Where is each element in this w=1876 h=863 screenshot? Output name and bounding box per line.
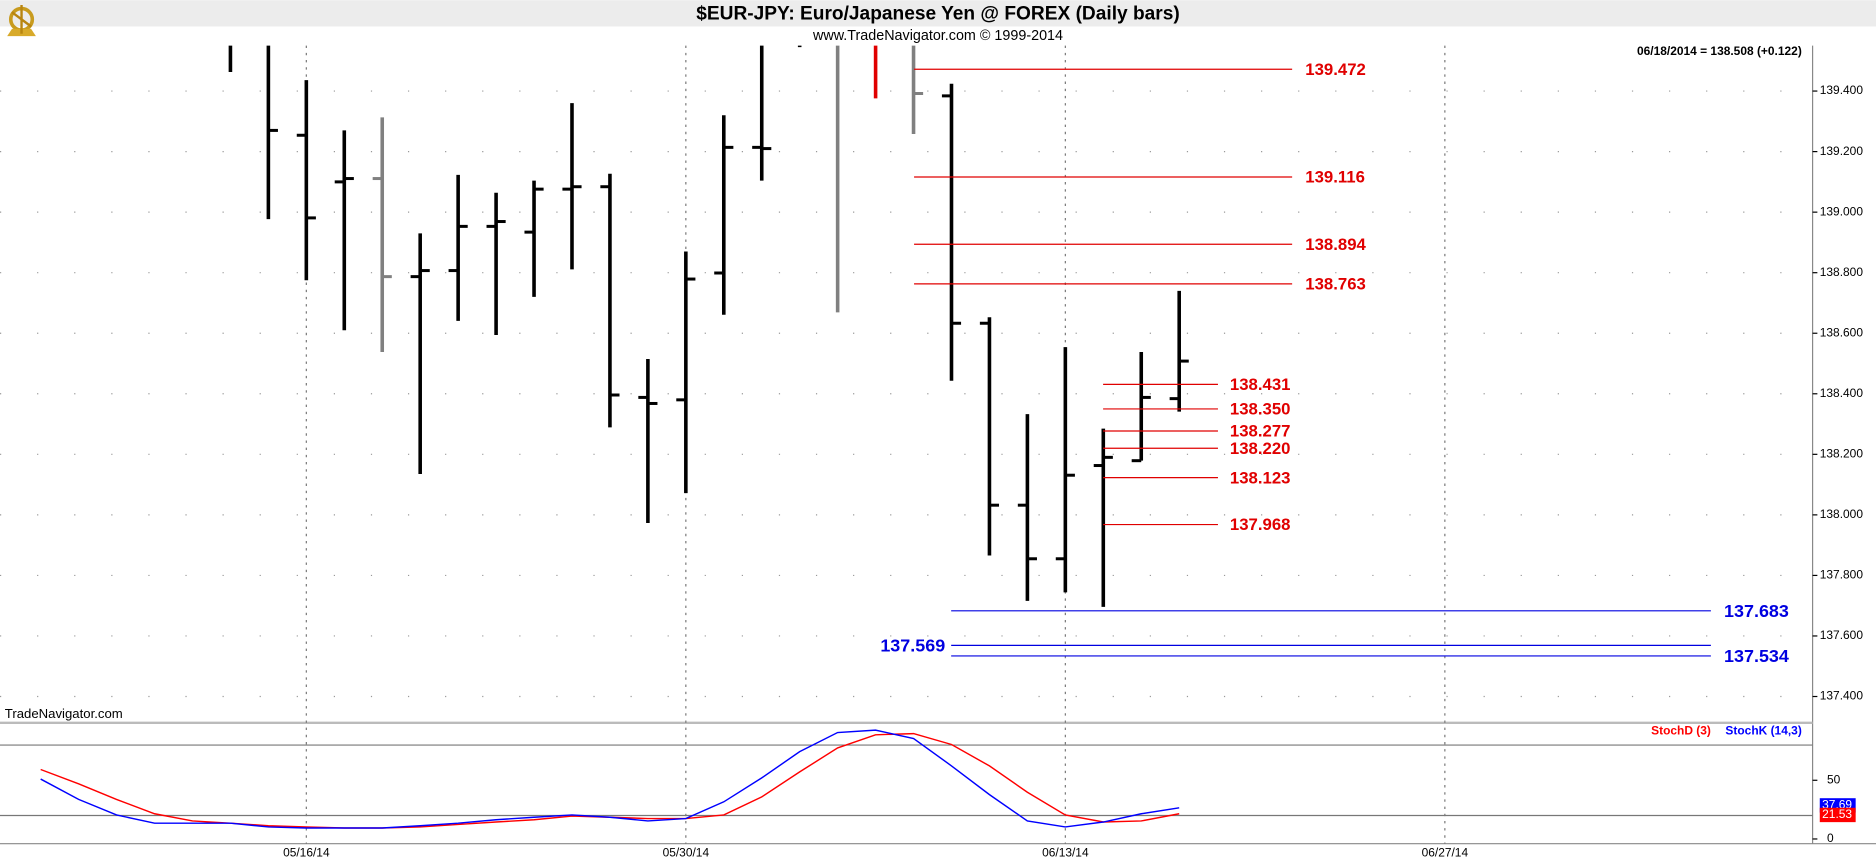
level-label: 138.220 (1230, 439, 1291, 458)
legend-entry: StochD (3) (1651, 723, 1711, 737)
y-tick-label: 138.800 (1820, 265, 1864, 279)
stoch-line (40, 729, 1180, 829)
y-tick-label: 139.400 (1820, 83, 1864, 97)
level-label: 139.472 (1305, 60, 1366, 79)
level-label: 138.350 (1230, 400, 1291, 419)
subtitle: www.TradeNavigator.com © 1999-2014 (812, 28, 1063, 44)
level-label: 138.277 (1230, 422, 1291, 441)
y-tick-label: 137.600 (1820, 628, 1864, 642)
level-label: 138.763 (1305, 275, 1366, 294)
y-tick-label: 138.600 (1820, 325, 1864, 339)
y-tick-label: 50 (1827, 772, 1841, 786)
y-tick-label: 137.800 (1820, 568, 1864, 582)
x-tick-label: 05/16/14 (283, 845, 330, 859)
y-tick-label: 138.200 (1820, 446, 1864, 460)
y-tick-label: 139.200 (1820, 144, 1864, 158)
level-label: 139.116 (1305, 168, 1365, 187)
value-tag-label: 21.53 (1822, 807, 1852, 821)
value-tag (1819, 807, 1856, 823)
level-label: 138.431 (1230, 375, 1291, 394)
y-tick-label: 138.000 (1820, 507, 1864, 521)
level-label: 138.894 (1305, 235, 1366, 254)
level-label: 138.123 (1230, 468, 1291, 487)
x-tick-label: 06/27/14 (1422, 845, 1469, 859)
title-bar (0, 0, 1876, 27)
level-label: 137.534 (1724, 646, 1789, 666)
level-label: 137.569 (880, 635, 945, 655)
x-tick-label: 05/30/14 (663, 845, 710, 859)
y-tick-label: 138.400 (1820, 386, 1864, 400)
last-price: 06/18/2014 = 138.508 (+0.122) (1637, 44, 1802, 58)
chart-title: $EUR-JPY: Euro/Japanese Yen @ FOREX (Dai… (696, 4, 1179, 25)
legend-entry: StochK (14,3) (1725, 723, 1801, 737)
y-tick-label: 139.000 (1820, 204, 1864, 218)
logo (7, 4, 36, 37)
y-tick-label: 137.400 (1820, 689, 1864, 703)
stoch-lines (40, 729, 1180, 829)
y-tick-label: 0 (1827, 831, 1834, 845)
watermark: TradeNavigator.com (5, 706, 123, 721)
level-label: 137.968 (1230, 515, 1291, 534)
price-bars (228, 45, 1189, 607)
x-tick-label: 06/13/14 (1042, 845, 1089, 859)
level-label: 137.683 (1724, 601, 1789, 621)
